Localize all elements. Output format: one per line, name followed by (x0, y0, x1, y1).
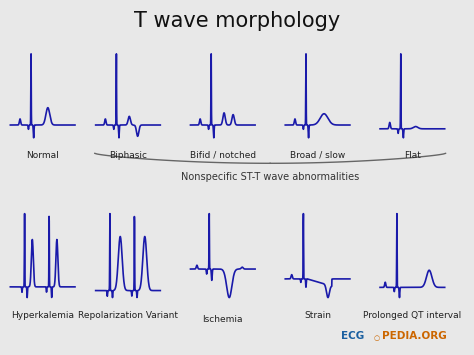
Text: Ischemia: Ischemia (202, 315, 243, 324)
Text: Strain: Strain (304, 311, 331, 320)
Text: Bifid / notched: Bifid / notched (190, 151, 256, 160)
Text: Nonspecific ST-T wave abnormalities: Nonspecific ST-T wave abnormalities (181, 172, 359, 182)
Text: Hyperkalemia: Hyperkalemia (11, 311, 74, 320)
Text: PEDIA.ORG: PEDIA.ORG (382, 331, 447, 341)
Text: ECG: ECG (341, 331, 365, 341)
Text: Flat: Flat (404, 151, 421, 160)
Text: Broad / slow: Broad / slow (290, 151, 345, 160)
Text: Biphasic: Biphasic (109, 151, 147, 160)
Text: Repolarization Variant: Repolarization Variant (78, 311, 178, 320)
Text: T wave morphology: T wave morphology (134, 11, 340, 31)
Text: Prolonged QT interval: Prolonged QT interval (363, 311, 462, 320)
Text: ○: ○ (374, 335, 380, 341)
Text: Normal: Normal (26, 151, 59, 160)
